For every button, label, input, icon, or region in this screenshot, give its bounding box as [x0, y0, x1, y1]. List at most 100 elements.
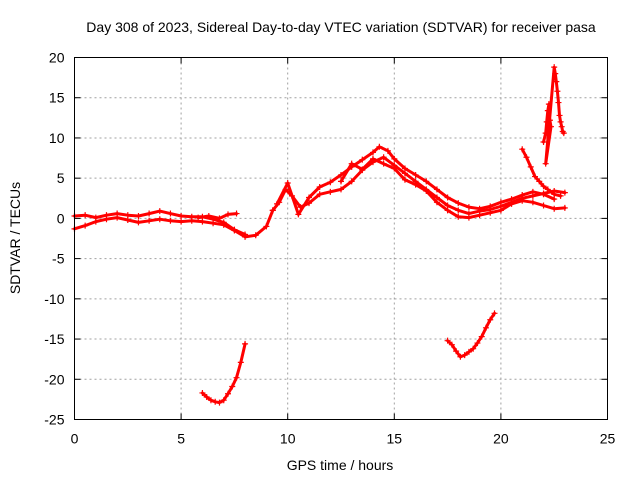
data-point — [242, 340, 249, 347]
data-point — [359, 156, 366, 163]
data-point — [491, 310, 498, 317]
x-tick-label: 25 — [600, 431, 616, 447]
data-point — [252, 232, 259, 239]
data-point — [548, 123, 555, 130]
data-point — [540, 183, 547, 190]
data-point — [348, 160, 355, 167]
data-point — [487, 203, 494, 210]
data-point — [306, 194, 313, 201]
data-point — [401, 176, 408, 183]
series-arc-5 — [274, 143, 558, 218]
data-point — [156, 216, 163, 223]
data-point — [338, 186, 344, 193]
data-point — [551, 64, 558, 71]
series-line — [200, 342, 247, 405]
data-point — [423, 188, 430, 195]
data-point — [540, 202, 547, 209]
series-arc-2 — [71, 207, 276, 240]
data-point — [546, 117, 553, 124]
data-point — [338, 171, 344, 178]
series-arc-3 — [195, 210, 240, 222]
data-point — [380, 154, 387, 161]
data-point — [274, 200, 281, 207]
data-point — [536, 178, 543, 185]
y-tick-label: -20 — [44, 371, 64, 387]
data-point — [560, 130, 567, 137]
data-point — [497, 199, 504, 206]
data-point — [487, 316, 494, 323]
data-point — [465, 348, 472, 355]
y-tick-label: -25 — [44, 412, 64, 428]
data-point — [135, 219, 142, 226]
data-point — [384, 147, 391, 154]
data-point — [269, 207, 276, 214]
data-point — [220, 221, 227, 228]
y-tick-label: 5 — [57, 170, 65, 186]
series-arc-8 — [199, 340, 249, 406]
data-point — [135, 212, 142, 219]
data-point — [103, 216, 110, 223]
data-point — [391, 155, 398, 162]
data-point — [552, 70, 559, 77]
data-point — [540, 191, 547, 198]
data-point — [542, 160, 549, 167]
y-axis-label: SDTVAR / TECUs — [7, 182, 23, 294]
data-point — [242, 233, 249, 240]
data-point — [82, 212, 89, 219]
data-point — [519, 197, 526, 204]
data-point — [401, 165, 408, 172]
data-point — [557, 192, 564, 199]
data-point — [487, 209, 494, 216]
data-point — [146, 210, 153, 217]
y-tick-label: -15 — [44, 331, 64, 347]
x-tick-label: 0 — [71, 431, 79, 447]
data-point — [195, 214, 202, 221]
data-point — [448, 341, 455, 348]
data-point — [338, 178, 344, 185]
data-point — [465, 214, 472, 221]
data-point — [532, 173, 539, 180]
data-point — [391, 165, 398, 172]
data-point — [561, 189, 568, 196]
data-point — [497, 207, 504, 214]
series-arc-1 — [71, 208, 249, 238]
data-point — [474, 340, 481, 347]
grid — [74, 57, 608, 420]
data-point — [551, 205, 558, 212]
series-line — [271, 155, 567, 216]
data-point — [359, 166, 366, 173]
x-axis-label: GPS time / hours — [287, 457, 394, 473]
series-line — [520, 147, 563, 198]
plot-frame — [74, 57, 608, 420]
data-point — [233, 374, 240, 381]
y-tick-labels: -25 -20 -15 -10 -5 0 5 10 15 20 — [44, 50, 64, 428]
y-tick-label: -5 — [52, 251, 65, 267]
data-point — [423, 178, 430, 185]
data-point — [199, 218, 206, 225]
data-point — [225, 390, 232, 397]
data-point — [376, 143, 383, 150]
data-point — [433, 186, 440, 193]
data-point — [167, 217, 174, 224]
data-point — [212, 398, 219, 405]
series-arc-10 — [540, 64, 567, 167]
data-point — [233, 210, 240, 217]
data-point — [380, 160, 387, 167]
data-point — [554, 88, 561, 95]
y-tick-label: 20 — [49, 50, 65, 66]
data-point — [167, 210, 174, 217]
data-point — [542, 130, 549, 137]
data-point — [529, 199, 536, 206]
x-tick-label: 15 — [387, 431, 403, 447]
data-point — [544, 107, 551, 114]
data-point — [523, 154, 530, 161]
data-point — [124, 216, 131, 223]
data-point — [519, 192, 526, 199]
x-tick-label: 20 — [493, 431, 509, 447]
data-point — [225, 211, 232, 218]
data-point — [556, 112, 563, 119]
data-point — [551, 191, 558, 198]
data-point — [327, 188, 334, 195]
data-point — [455, 207, 462, 214]
axis-ticks — [74, 57, 608, 420]
